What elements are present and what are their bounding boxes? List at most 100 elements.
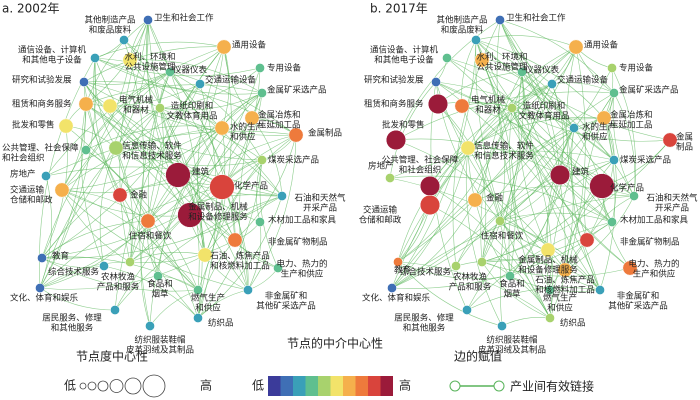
node-label: 电力、热力的 xyxy=(276,259,327,270)
node-label: 生产和供应 xyxy=(633,269,676,280)
node xyxy=(497,321,507,331)
node xyxy=(41,171,51,181)
node xyxy=(595,285,605,295)
legend-high: 高 xyxy=(200,378,212,393)
edge xyxy=(455,259,566,271)
node xyxy=(197,247,213,263)
edge xyxy=(391,195,635,289)
node-label: 和废品废料 xyxy=(441,25,484,36)
node-label: 压延加工品 xyxy=(258,120,301,131)
node-label: 仓储和邮政 xyxy=(10,195,53,206)
node xyxy=(579,232,595,248)
node-label: 综合技术服务 xyxy=(400,267,452,278)
node xyxy=(193,285,203,295)
node-label: 公共设施管理 xyxy=(476,62,528,73)
edge xyxy=(119,19,149,263)
edge xyxy=(197,289,249,319)
node-label: 烟草 xyxy=(151,289,169,300)
node-label: 木材加工品和家具 xyxy=(620,215,689,226)
node-label: 纺织品 xyxy=(208,318,234,329)
edge xyxy=(147,134,297,222)
node xyxy=(589,173,615,199)
edge xyxy=(391,117,605,289)
node-label: 水的生产 xyxy=(230,122,264,133)
edge xyxy=(129,239,236,263)
edge xyxy=(197,159,263,319)
node xyxy=(177,202,203,228)
node-label: 租赁和商务服务 xyxy=(12,99,72,110)
legend-node xyxy=(493,380,505,392)
node-label: 和设备修理服务 xyxy=(518,265,578,276)
node xyxy=(545,313,555,323)
edge xyxy=(461,105,487,263)
edge xyxy=(467,46,577,149)
node xyxy=(277,191,287,201)
node-label: 建筑 xyxy=(572,167,590,178)
node-label: 卫生和社会工作 xyxy=(154,13,214,24)
legend-color xyxy=(268,376,281,396)
node xyxy=(474,52,490,68)
edge xyxy=(397,83,553,263)
edge xyxy=(83,81,199,319)
edge xyxy=(475,39,605,119)
edge xyxy=(475,39,631,269)
edge xyxy=(389,81,437,179)
node-label: 其他制造产品 xyxy=(436,15,487,26)
edge xyxy=(545,174,561,291)
edge xyxy=(99,147,117,267)
node xyxy=(495,15,505,25)
node xyxy=(165,162,191,188)
node-label: 食品和 xyxy=(499,279,525,290)
legend-color xyxy=(293,376,306,396)
node xyxy=(385,173,395,183)
edge xyxy=(429,185,551,319)
edge xyxy=(480,71,523,263)
node-label: 房地产 xyxy=(10,169,36,180)
edge xyxy=(41,257,105,268)
node-label: 皮革羽绒及其制品 xyxy=(478,345,546,356)
node-label: 交通运输设备 xyxy=(557,75,609,86)
node-label: 非金属矿和 xyxy=(265,291,308,302)
edge xyxy=(500,83,553,327)
edge xyxy=(157,127,223,277)
edge xyxy=(465,147,503,327)
node-label: 批发和零售 xyxy=(12,120,55,131)
legend-title: 节点度中心性 xyxy=(76,349,148,364)
legend-size xyxy=(79,382,87,390)
node-label: 金属冶炼和 xyxy=(258,110,301,121)
edge xyxy=(41,257,199,292)
node-label: 和其他电子设备 xyxy=(374,55,434,66)
node-label: 纺织服装鞋帽 xyxy=(486,335,537,346)
edge xyxy=(612,92,635,197)
edge xyxy=(397,261,503,327)
edge xyxy=(501,317,551,327)
node xyxy=(607,217,617,227)
node xyxy=(90,53,100,63)
node-label: 皮革羽绒及其制品 xyxy=(126,345,194,356)
node xyxy=(507,103,517,113)
node xyxy=(547,79,557,89)
legend-size xyxy=(109,379,124,393)
edge xyxy=(608,92,615,161)
node-label: 通用设备 xyxy=(584,40,619,51)
node xyxy=(517,67,527,77)
node xyxy=(54,182,70,198)
edge xyxy=(391,39,477,289)
edge xyxy=(61,59,131,191)
edge xyxy=(475,39,635,197)
edge xyxy=(39,254,206,290)
node-label: 石油和天然气 xyxy=(646,193,698,204)
node-label: 制品 xyxy=(676,142,693,153)
edge xyxy=(39,186,223,289)
node xyxy=(431,77,441,87)
node xyxy=(454,98,470,114)
edge xyxy=(474,46,577,201)
node-label: 住宿和餐饮 xyxy=(129,231,172,242)
node xyxy=(165,67,175,77)
node-label: 房地产 xyxy=(368,161,394,172)
edge xyxy=(129,59,263,94)
legend-title: 边的赋值 xyxy=(454,349,502,364)
edge xyxy=(435,81,615,161)
node-label: 公共管理、社会保障 xyxy=(2,143,79,154)
node-label: 木材加工品和家具 xyxy=(268,215,337,226)
